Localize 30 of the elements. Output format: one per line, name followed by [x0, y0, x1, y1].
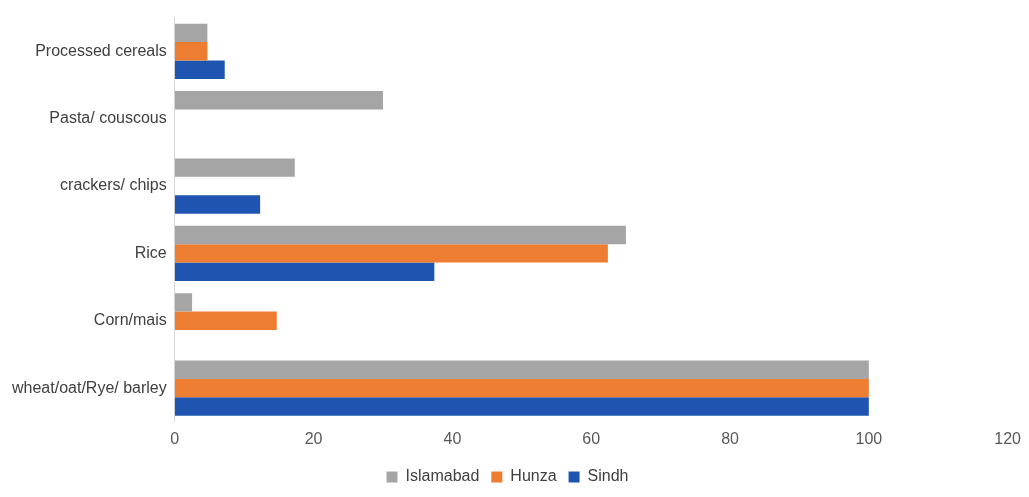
x-tick-label: 0: [170, 429, 180, 447]
bar: [174, 244, 608, 263]
y-tick-label: crackers/ chips: [60, 176, 167, 194]
x-tick-label: 80: [721, 429, 740, 447]
bar: [174, 311, 277, 330]
bar: [174, 91, 383, 110]
legend-label: Hunza: [510, 467, 557, 485]
x-tick-label: 40: [443, 429, 462, 447]
bar: [174, 158, 295, 177]
y-tick-label: Rice: [134, 243, 167, 261]
bar: [174, 195, 261, 214]
y-tick-label: Corn/mais: [93, 311, 167, 329]
bar: [174, 42, 208, 61]
bar: [174, 360, 869, 379]
y-tick-label: Processed cereals: [35, 41, 167, 59]
y-tick-label: wheat/oat/Rye/ barley: [11, 378, 167, 396]
bar: [174, 378, 869, 398]
bar: [174, 293, 193, 312]
x-tick-label: 120: [994, 429, 1022, 447]
x-tick-label: 60: [582, 429, 601, 447]
bar: [174, 262, 435, 281]
x-tick-label: 100: [855, 429, 883, 447]
legend-label: Sindh: [587, 467, 629, 485]
x-tick-label: 20: [304, 429, 323, 447]
legend-label: Islamabad: [405, 467, 480, 485]
bar: [174, 397, 869, 416]
bar: [174, 23, 208, 43]
bar: [174, 225, 626, 245]
y-tick-label: Pasta/ couscous: [49, 109, 167, 127]
bar: [174, 60, 225, 79]
